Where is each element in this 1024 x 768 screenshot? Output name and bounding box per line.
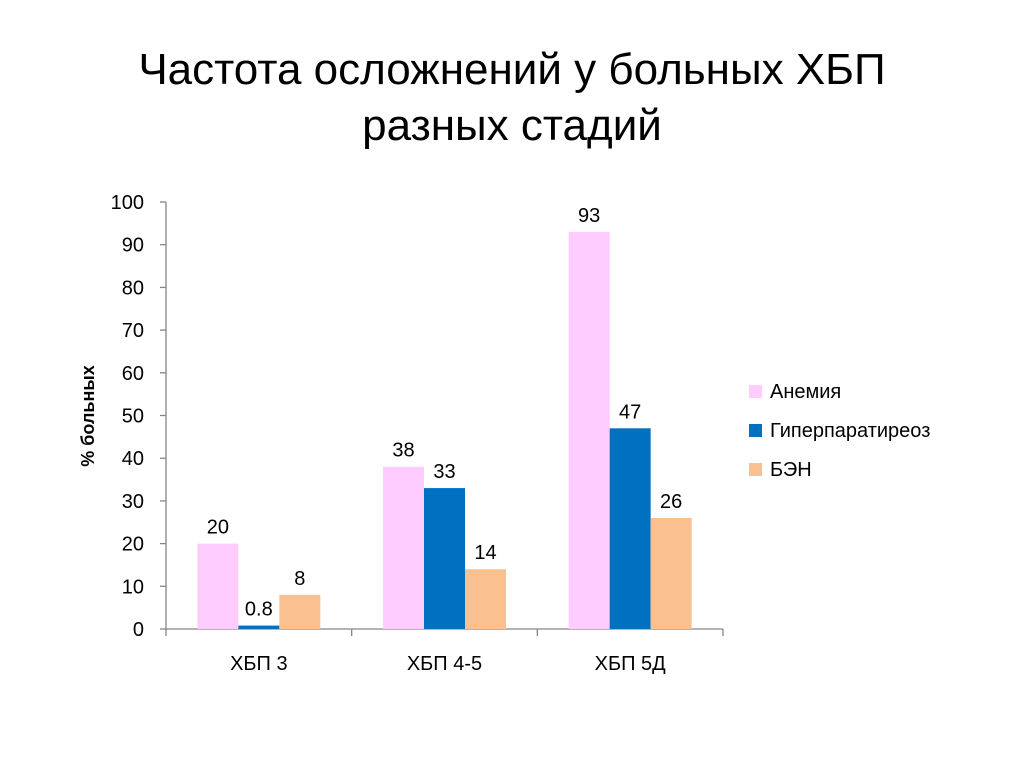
data-label: 33 [433, 461, 455, 483]
bar [238, 625, 280, 629]
y-axis: 0 10 20 30 40 50 60 70 80 90 100 [111, 192, 167, 641]
data-label: 93 [578, 205, 600, 227]
legend-swatch [749, 424, 762, 437]
y-tick-label: 20 [122, 534, 144, 556]
legend-label: БЭН [770, 459, 812, 481]
chart-title-line-2: разных стадий [362, 101, 662, 150]
bar [650, 517, 692, 629]
data-label: 0.8 [245, 599, 273, 621]
legend: Анемия Гиперпаратиреоз БЭН [749, 381, 930, 481]
bar [568, 231, 610, 629]
data-labels: 20 0.8 8 38 33 14 93 47 26 [207, 205, 683, 621]
y-tick-label: 30 [122, 491, 144, 513]
y-axis-title: % больных [78, 365, 98, 466]
y-tick-label: 70 [122, 320, 144, 342]
x-tick-label: ХБП 3 [230, 653, 288, 675]
legend-label: Анемия [770, 381, 841, 403]
legend-swatch [749, 385, 762, 398]
chart-title: Частота осложнений у больных ХБП разных … [62, 42, 962, 154]
x-axis: ХБП 3 ХБП 4-5 ХБП 5Д [165, 628, 724, 675]
bar [424, 488, 465, 629]
data-label: 8 [294, 568, 305, 590]
bar [197, 543, 239, 629]
data-label: 47 [619, 401, 641, 423]
y-tick-label: 10 [122, 576, 144, 598]
y-tick-label: 100 [111, 192, 144, 214]
bars [197, 231, 692, 629]
legend-label: Гиперпаратиреоз [770, 420, 930, 442]
bar [279, 594, 321, 629]
y-tick-label: 40 [122, 448, 144, 470]
bar [609, 428, 651, 629]
y-tick-label: 0 [133, 619, 144, 641]
y-tick-label: 60 [122, 363, 144, 385]
x-tick-label: ХБП 5Д [595, 653, 667, 675]
y-tick-label: 50 [122, 406, 144, 428]
bar [383, 466, 424, 629]
bar [465, 569, 506, 629]
y-tick-label: 90 [122, 235, 144, 257]
data-label: 20 [207, 517, 229, 539]
data-label: 14 [474, 542, 496, 564]
y-tick-label: 80 [122, 277, 144, 299]
chart-title-line-1: Частота осложнений у больных ХБП [138, 45, 886, 94]
data-label: 26 [660, 491, 682, 513]
legend-swatch [749, 463, 762, 476]
x-tick-label: ХБП 4-5 [407, 653, 482, 675]
data-label: 38 [392, 440, 414, 462]
